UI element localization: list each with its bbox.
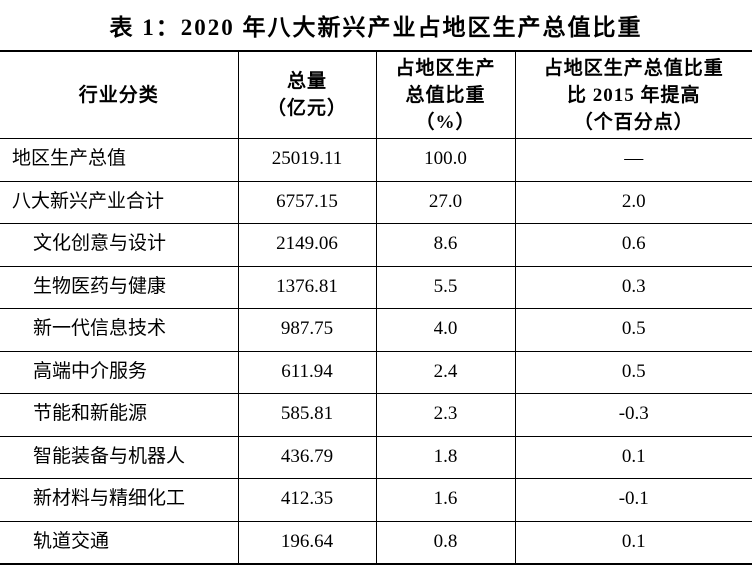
cell-share: 2.3: [375, 393, 515, 437]
cell-change: 2.0: [514, 181, 752, 224]
table-row: 地区生产总值 25019.11 100.0 —: [0, 138, 752, 182]
table-row: 智能装备与机器人 436.79 1.8 0.1: [0, 436, 752, 479]
cell-share: 2.4: [375, 351, 515, 394]
cell-industry: 八大新兴产业合计: [0, 181, 238, 224]
col-header-total: 总量 （亿元）: [237, 51, 376, 139]
cell-share: 1.8: [375, 436, 515, 479]
cell-total: 1376.81: [237, 266, 376, 309]
cell-share: 8.6: [375, 223, 515, 267]
table-row: 生物医药与健康 1376.81 5.5 0.3: [0, 266, 752, 309]
cell-industry: 轨道交通: [33, 530, 110, 552]
table-row: 轨道交通 196.64 0.8 0.1: [0, 521, 752, 564]
cell-share: 4.0: [375, 308, 515, 352]
cell-total: 412.35: [237, 478, 376, 522]
cell-total: 585.81: [237, 393, 376, 437]
table-row: 八大新兴产业合计 6757.15 27.0 2.0: [0, 181, 752, 224]
cell-total: 987.75: [237, 308, 376, 352]
cell-industry: 地区生产总值: [0, 138, 238, 182]
cell-change: 0.1: [514, 521, 752, 564]
cell-change: 0.5: [514, 308, 752, 352]
table-row: 新材料与精细化工 412.35 1.6 -0.1: [0, 478, 752, 522]
col-header-share: 占地区生产 总值比重 （%）: [375, 51, 515, 139]
cell-share: 0.8: [375, 521, 515, 564]
cell-change: —: [514, 138, 752, 182]
cell-total: 6757.15: [237, 181, 376, 224]
cell-industry: 生物医药与健康: [0, 266, 238, 309]
cell-change: 0.3: [514, 266, 752, 309]
table-row: 新一代信息技术 987.75 4.0 0.5: [0, 308, 752, 352]
col-header-change: 占地区生产总值比重 比 2015 年提高 （个百分点）: [514, 51, 752, 139]
table-row: 文化创意与设计 2149.06 8.6 0.6: [0, 223, 752, 267]
cell-change: 0.5: [514, 351, 752, 394]
cell-industry: 高端中介服务: [0, 351, 238, 394]
cell-change: -0.1: [514, 478, 752, 522]
cell-industry: 节能和新能源: [0, 393, 238, 437]
cell-total: 436.79: [237, 436, 376, 479]
cell-change: -0.3: [514, 393, 752, 437]
cell-change: 0.6: [514, 223, 752, 267]
cell-total: 2149.06: [237, 223, 376, 267]
cell-total: 611.94: [237, 351, 376, 394]
header-row: 行业分类 总量 （亿元） 占地区生产 总值比重 （%） 占地区生产总值比重 比 …: [0, 51, 752, 139]
cell-share: 27.0: [375, 181, 515, 224]
statistics-table: 行业分类 总量 （亿元） 占地区生产 总值比重 （%） 占地区生产总值比重 比 …: [0, 50, 752, 565]
table-row: 节能和新能源 585.81 2.3 -0.3: [0, 393, 752, 437]
cell-share: 100.0: [375, 138, 515, 182]
cell-industry: 智能装备与机器人: [0, 436, 238, 479]
table-row: 高端中介服务 611.94 2.4 0.5: [0, 351, 752, 394]
cell-total: 196.64: [237, 521, 376, 564]
table-title: 表 1：2020 年八大新兴产业占地区生产总值比重: [109, 15, 643, 40]
col-header-industry: 行业分类: [0, 51, 238, 139]
cell-share: 5.5: [375, 266, 515, 309]
cell-industry: 文化创意与设计: [0, 223, 238, 267]
cell-change: 0.1: [514, 436, 752, 479]
cell-industry: 新一代信息技术: [0, 308, 238, 352]
cell-total: 25019.11: [237, 138, 376, 182]
cell-industry: 新材料与精细化工: [0, 478, 238, 522]
cell-share: 1.6: [375, 478, 515, 522]
